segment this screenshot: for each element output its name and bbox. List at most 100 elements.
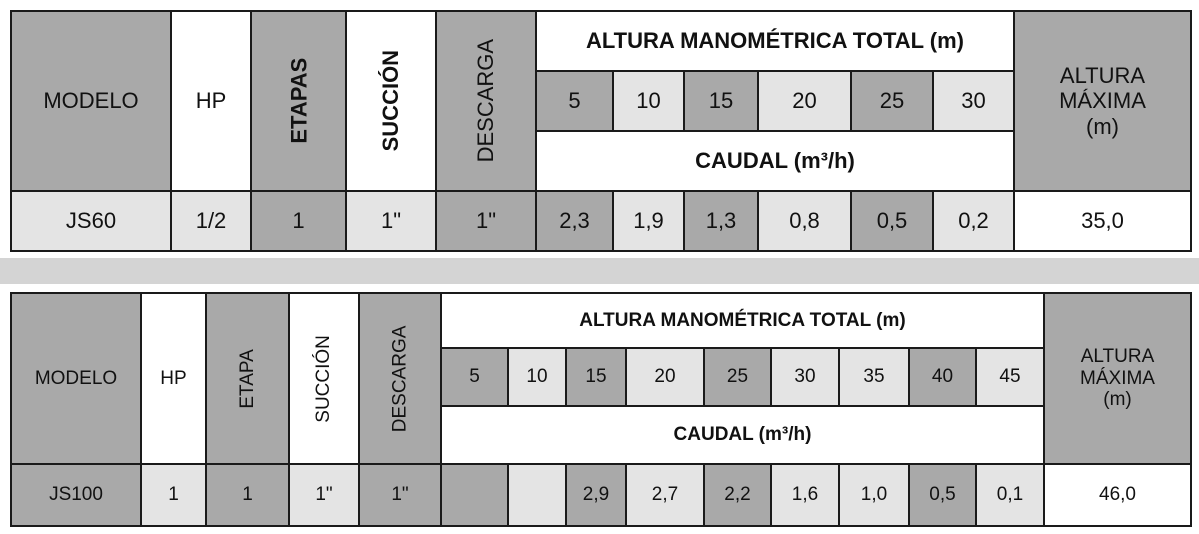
cell-text: 1,0 [860, 484, 888, 506]
header-stages: ETAPA [205, 292, 290, 465]
row-discharge: 1" [358, 463, 442, 527]
cell-text: 0,5 [876, 208, 908, 234]
cell-text: 35,0 [1081, 208, 1124, 234]
header-flow: CAUDAL (m³/h) [440, 405, 1045, 465]
cell-text: 2,7 [651, 484, 679, 506]
flow-value: 1,6 [770, 463, 840, 527]
cell-text: 2,3 [559, 208, 590, 234]
cell-text: 25 [726, 366, 749, 388]
header-suction: SUCCIÓN [288, 292, 360, 465]
row-model: JS100 [10, 463, 142, 527]
cell-text: 45 [999, 366, 1021, 388]
cell-text: 10 [526, 366, 548, 388]
cell-text: 25 [879, 88, 905, 114]
flow-value: 0,2 [932, 190, 1015, 252]
cell-text: 1" [315, 484, 333, 506]
header-max-head: ALTURA MÁXIMA (m) [1043, 292, 1192, 465]
cell-text: 35 [863, 366, 885, 388]
cell-text: ALTURA MÁXIMA (m) [1059, 63, 1146, 139]
cell-text: 1/2 [195, 208, 227, 234]
cell-text: JS100 [49, 484, 103, 506]
cell-text: HP [160, 367, 187, 389]
row-max-head: 35,0 [1013, 190, 1192, 252]
cell-text: 1,9 [633, 208, 664, 234]
cell-text: 0,2 [958, 208, 989, 234]
header-hp: HP [170, 10, 252, 192]
header-total-head: ALTURA MANOMÉTRICA TOTAL (m) [440, 292, 1045, 349]
cell-text: 0,1 [996, 484, 1024, 506]
cell-text: DESCARGA [473, 39, 499, 163]
cell-text: 15 [708, 88, 734, 114]
flow-value: 0,5 [850, 190, 934, 252]
height-value: 30 [932, 70, 1015, 132]
cell-text: ALTURA MANOMÉTRICA TOTAL (m) [585, 28, 965, 54]
height-value: 25 [850, 70, 934, 132]
height-value: 20 [625, 347, 705, 407]
cell-text: ALTURA MÁXIMA (m) [1080, 345, 1155, 411]
header-total-head: ALTURA MANOMÉTRICA TOTAL (m) [535, 10, 1015, 72]
cell-text: SUCCIÓN [378, 50, 404, 152]
flow-value [440, 463, 509, 527]
cell-text: 20 [654, 366, 676, 388]
cell-text: CAUDAL (m³/h) [695, 148, 855, 174]
height-value: 25 [703, 347, 772, 407]
height-value: 10 [612, 70, 685, 132]
cell-text: 1" [391, 484, 409, 506]
cell-text: HP [195, 88, 227, 114]
header-flow: CAUDAL (m³/h) [535, 130, 1015, 192]
cell-text: 5 [568, 88, 581, 114]
row-hp: 1 [140, 463, 207, 527]
cell-text: 0,8 [789, 208, 820, 234]
cell-text: 40 [931, 366, 954, 388]
cell-text: 30 [961, 88, 986, 114]
height-value: 35 [838, 347, 910, 407]
header-discharge: DESCARGA [435, 10, 537, 192]
cell-text: 1" [380, 208, 402, 234]
cell-text: ETAPAS [285, 58, 311, 144]
cell-text: JS60 [65, 208, 117, 234]
flow-value: 1,3 [683, 190, 759, 252]
flow-value: 2,9 [565, 463, 627, 527]
cell-text: CAUDAL (m³/h) [673, 424, 812, 446]
cell-text: 46,0 [1099, 484, 1136, 506]
flow-value: 1,0 [838, 463, 910, 527]
flow-value: 0,1 [975, 463, 1045, 527]
height-value: 40 [908, 347, 977, 407]
flow-value: 0,8 [757, 190, 852, 252]
cell-text: 1 [292, 208, 305, 234]
cell-text: 15 [585, 366, 607, 388]
row-model: JS60 [10, 190, 172, 252]
flow-value: 2,3 [535, 190, 614, 252]
cell-text: 20 [792, 88, 817, 114]
header-hp: HP [140, 292, 207, 465]
cell-text: ETAPA [236, 348, 258, 409]
header-max-head: ALTURA MÁXIMA (m) [1013, 10, 1192, 192]
height-value: 5 [440, 347, 509, 407]
row-discharge: 1" [435, 190, 537, 252]
flow-value [507, 463, 567, 527]
cell-text: 5 [469, 366, 480, 388]
cell-text: 0,5 [929, 484, 956, 506]
cell-text: ALTURA MANOMÉTRICA TOTAL (m) [579, 309, 906, 331]
cell-text: 30 [794, 366, 816, 388]
row-stages: 1 [205, 463, 290, 527]
header-stages: ETAPAS [250, 10, 347, 192]
height-value: 15 [683, 70, 759, 132]
height-value: 10 [507, 347, 567, 407]
cell-text: 10 [636, 88, 661, 114]
row-hp: 1/2 [170, 190, 252, 252]
height-value: 5 [535, 70, 614, 132]
height-value: 20 [757, 70, 852, 132]
cell-text: 2,2 [724, 484, 751, 506]
cell-text: MODELO [34, 367, 118, 389]
height-value: 15 [565, 347, 627, 407]
cell-text: 1 [242, 484, 253, 506]
flow-value: 1,9 [612, 190, 685, 252]
flow-value: 2,2 [703, 463, 772, 527]
flow-value: 2,7 [625, 463, 705, 527]
flow-value: 0,5 [908, 463, 977, 527]
row-max-head: 46,0 [1043, 463, 1192, 527]
header-suction: SUCCIÓN [345, 10, 437, 192]
separator [0, 258, 1199, 284]
